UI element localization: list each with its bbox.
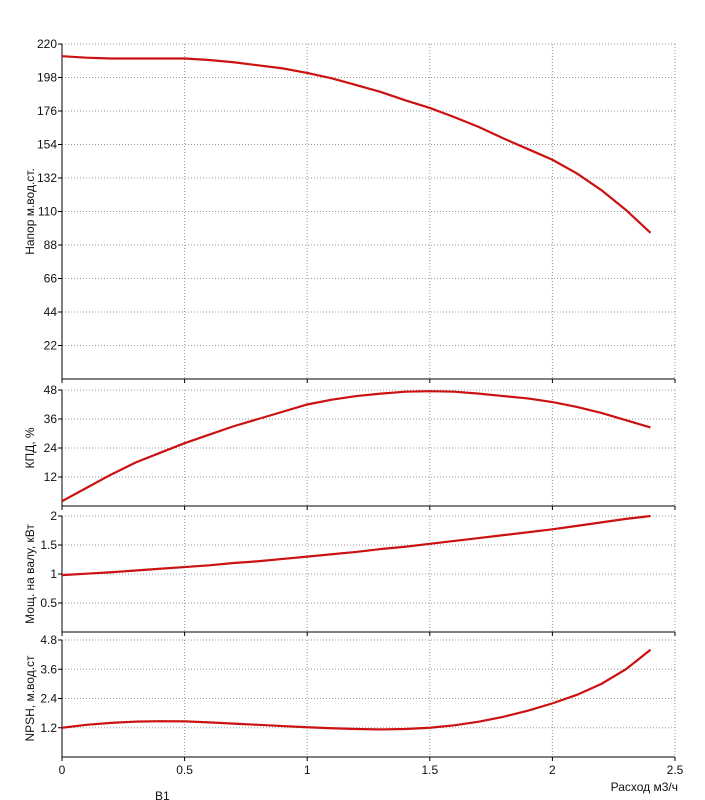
curve — [61, 390, 651, 503]
curve — [61, 514, 651, 577]
y-axis-label: Напор м.вод.ст. — [23, 168, 37, 255]
y-tick-label: 22 — [44, 339, 58, 353]
y-tick-label: 44 — [44, 305, 58, 319]
curve — [61, 55, 652, 234]
y-axis-label: Мощ. на валу, кВт — [23, 524, 37, 624]
x-axis-label: Расход м3/ч — [611, 780, 678, 794]
y-tick-label: 12 — [44, 470, 58, 484]
y-tick-label: 132 — [37, 171, 57, 185]
y-tick-label: 66 — [44, 272, 58, 286]
x-tick-label: 1 — [304, 763, 311, 777]
y-tick-label: 176 — [37, 104, 57, 118]
y-tick-label: 88 — [44, 238, 58, 252]
y-tick-label: 1.2 — [40, 721, 57, 735]
y-tick-label: 154 — [37, 138, 57, 152]
y-tick-label: 2 — [50, 509, 57, 523]
y-axis-label: NPSH, м.вод.ст — [23, 655, 37, 742]
x-tick-label: 0 — [59, 763, 66, 777]
x-tick-label: 0.5 — [176, 763, 193, 777]
y-tick-label: 2.4 — [40, 692, 57, 706]
note: B1 — [155, 789, 170, 800]
y-tick-label: 3.6 — [40, 662, 57, 676]
y-axis-label: КПД, % — [23, 427, 37, 468]
y-tick-label: 0.5 — [40, 596, 57, 610]
y-tick-label: 220 — [37, 37, 57, 51]
y-tick-label: 198 — [37, 71, 57, 85]
y-tick-label: 1 — [50, 567, 57, 581]
x-tick-label: 1.5 — [421, 763, 438, 777]
x-tick-label: 2 — [549, 763, 556, 777]
x-tick-label: 2.5 — [667, 763, 684, 777]
curve — [61, 648, 652, 731]
y-tick-label: 1.5 — [40, 538, 57, 552]
y-tick-label: 110 — [38, 205, 57, 219]
y-tick-label: 48 — [44, 383, 58, 397]
y-tick-label: 24 — [44, 441, 58, 455]
y-tick-label: 36 — [44, 412, 58, 426]
y-tick-label: 4.8 — [40, 633, 57, 647]
